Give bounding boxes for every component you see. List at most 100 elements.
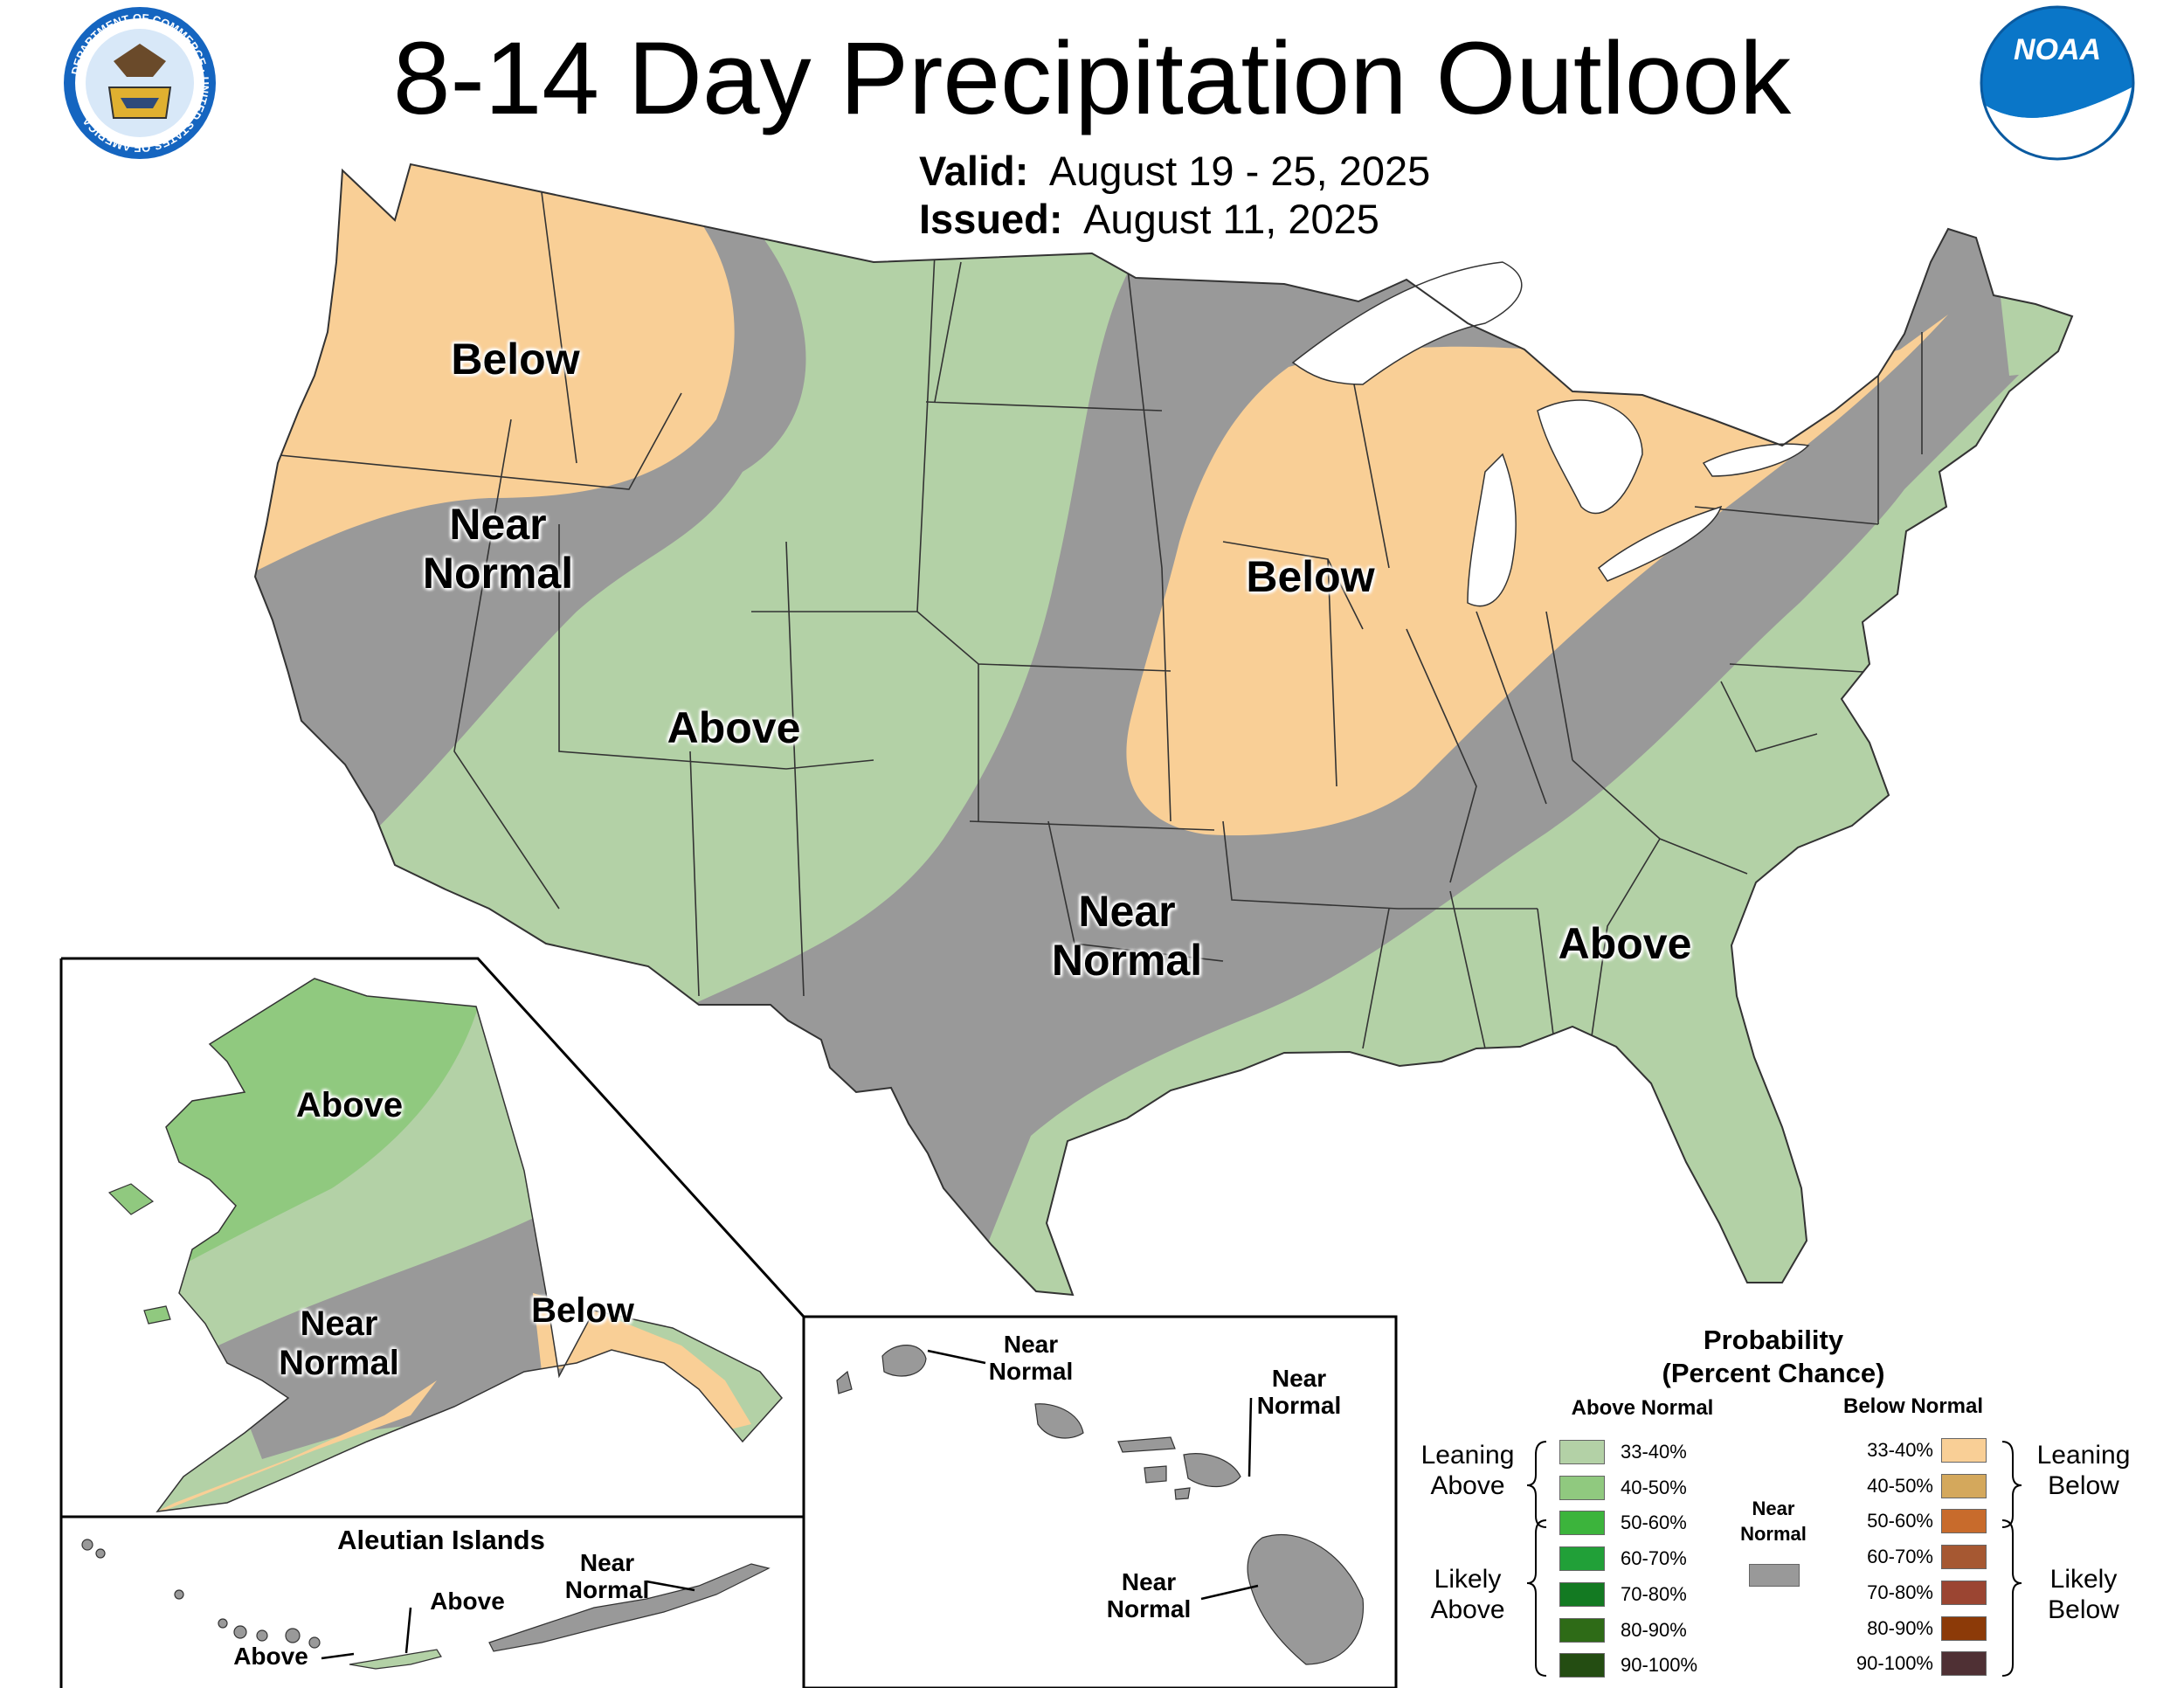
label-hi-maui-near-line2: Normal [1256,1392,1342,1420]
issued-value: August 11, 2025 [1083,196,1379,242]
legend-likely-above-line1: Likely [1434,1565,1502,1594]
label-ak-above: Above [295,1086,404,1124]
big-island [1247,1533,1365,1665]
label-plains-near-line1: Near [1078,887,1176,936]
kahoolawe [1174,1487,1191,1500]
legend-above-label-3: 60-70% [1621,1547,1687,1570]
oahu [1034,1403,1084,1439]
label-nw-below: Below [451,335,580,384]
state-boundaries [270,191,1923,1049]
legend-below-swatch-2 [1941,1509,1987,1534]
label-plains-near: Near Normal [1031,887,1223,985]
great-lakes [1291,261,1810,607]
lake-huron [1537,399,1643,515]
label-west-near-line1: Near [449,500,547,549]
legend-leaning-above: Leaning Above [1411,1440,1524,1501]
label-hi-big-near-line1: Near [1121,1568,1177,1595]
maui [1183,1453,1241,1488]
label-midwest-below: Below [1246,552,1375,601]
label-aleutian-above-1: Above [233,1643,308,1670]
label-ak-near-line1: Near [300,1304,378,1343]
legend-title-line1: Probability [1703,1325,1844,1355]
legend-leaning-above-line2: Above [1430,1471,1505,1500]
alaska-regions [157,979,782,1512]
lake-michigan [1467,453,1517,607]
legend-likely-above-line2: Above [1430,1595,1505,1624]
label-ak-near-line2: Normal [279,1343,399,1382]
label-west-near-line2: Normal [422,549,574,598]
legend-below-swatch-0 [1941,1438,1987,1463]
kauai [881,1345,927,1377]
legend-above-header: Above Normal [1571,1396,1714,1420]
label-hi-kauai-near-line1: Near [1003,1331,1059,1358]
label-plains-near-line2: Normal [1051,936,1203,985]
ak-below-peninsula [157,1380,437,1512]
noaa-logo [1980,5,2135,161]
label-aleutian-near: Near Normal [559,1549,655,1604]
lake-erie [1597,505,1723,582]
legend-below-label-5: 80-90% [1867,1616,1933,1639]
legend-below-label-6: 90-100% [1856,1652,1933,1675]
legend-above-swatch-6 [1559,1653,1605,1678]
legend-above-swatch-3 [1559,1546,1605,1572]
valid-value: August 19 - 25, 2025 [1048,148,1431,194]
midwest-below-region [1126,315,1948,836]
legend-above-swatch-1 [1559,1475,1605,1500]
lake-superior [1291,261,1523,385]
label-hi-big-near: Near Normal [1101,1568,1197,1623]
legend-below-label-0: 33-40% [1867,1439,1933,1461]
lake-ontario [1702,443,1810,477]
legend-near-normal-label: Near Normal [1717,1496,1830,1546]
legend-title-line2: (Percent Chance) [1662,1358,1885,1388]
legend-below-label-4: 70-80% [1867,1581,1933,1603]
legend-likely-above: Likely Above [1411,1564,1524,1625]
label-se-above: Above [1558,919,1692,968]
aleutian-chain [81,1539,771,1670]
page-title: 8-14 Day Precipitation Outlook [392,21,1792,136]
legend-below-swatch-6 [1941,1651,1987,1677]
legend-above-label-6: 90-100% [1621,1654,1698,1677]
legend-above-swatch-5 [1559,1617,1605,1643]
legend-below-label-1: 40-50% [1867,1474,1933,1497]
label-hi-maui-near: Near Normal [1251,1365,1347,1420]
legend-below-swatch-5 [1941,1615,1987,1641]
legend-near-line2: Normal [1740,1523,1807,1545]
commerce-seal-lettering: DEPARTMENT OF COMMERCE · UNITED STATES O… [69,11,211,155]
commerce-seal [64,7,216,159]
legend-leaning-below-line1: Leaning [2036,1441,2131,1470]
legend-below-swatch-3 [1941,1545,1987,1570]
label-hi-maui-near-line1: Near [1271,1365,1327,1392]
label-sw-above: Above [667,703,801,752]
label-hi-big-near-line2: Normal [1106,1595,1192,1623]
noaa-wordmark: NOAA [2014,33,2102,66]
legend-likely-below: Likely Below [2022,1564,2145,1625]
aleutian-title: Aleutian Islands [337,1525,545,1555]
niihau [836,1370,853,1394]
issued-label: Issued: [919,196,1063,242]
valid-label: Valid: [919,148,1029,194]
aleutian-leader-lines [321,1580,695,1660]
label-ak-near: Near Normal [260,1304,418,1383]
label-hi-kauai-near-line2: Normal [988,1358,1074,1386]
legend-leaning-below-line2: Below [2048,1471,2119,1500]
legend-likely-below-line2: Below [2048,1595,2119,1624]
legend-title: Probability (Percent Chance) [1642,1324,1904,1390]
legend-leaning-below: Leaning Below [2022,1440,2145,1501]
legend-above-label-4: 70-80% [1621,1582,1687,1605]
date-block: Valid: August 19 - 25, 2025 Issued: Augu… [919,147,1430,243]
alaska-inset-frame-top [61,957,805,1318]
hawaii-islands [836,1345,1365,1665]
label-ak-below: Below [531,1291,634,1330]
label-hi-kauai-near: Near Normal [983,1331,1079,1386]
legend-leaning-above-line1: Leaning [1420,1441,1515,1470]
legend-near-normal-swatch [1749,1564,1800,1587]
legend-near-line1: Near [1752,1498,1795,1519]
legend-above-label-0: 33-40% [1621,1441,1687,1463]
molokai [1117,1436,1176,1453]
legend-above-swatch-0 [1559,1440,1605,1464]
hawaii-inset-frame [802,1315,1398,1688]
legend-below-header: Below Normal [1842,1394,1984,1418]
legend-below-label-3: 60-70% [1867,1546,1933,1568]
